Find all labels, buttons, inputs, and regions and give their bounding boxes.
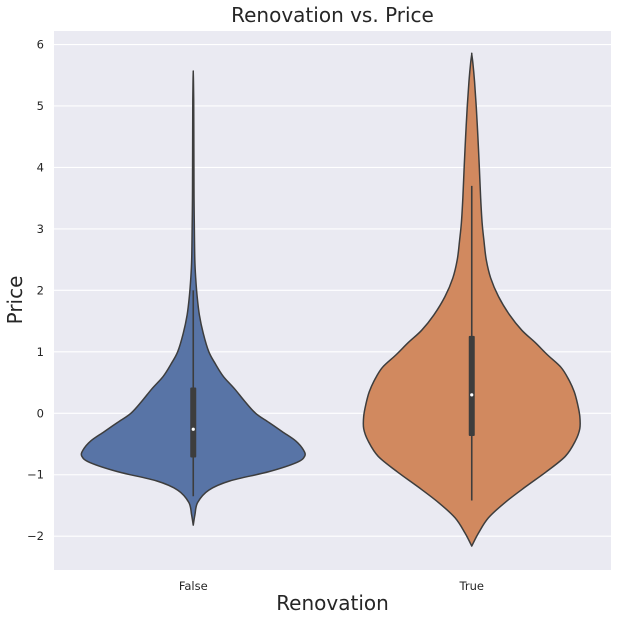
y-tick-label: −1: [27, 468, 44, 482]
y-tick-label: 2: [37, 283, 44, 297]
x-tick-label: True: [459, 579, 484, 593]
y-tick-label: 0: [37, 406, 44, 420]
x-axis-label: Renovation: [276, 591, 389, 615]
x-tick-labels: False True: [179, 579, 484, 593]
chart-title: Renovation vs. Price: [231, 3, 434, 27]
violin-iqr-box: [468, 335, 475, 437]
y-axis-label: Price: [3, 276, 27, 325]
violin-iqr-box: [190, 387, 197, 458]
plot-background: [54, 31, 611, 570]
y-tick-label: −2: [27, 529, 44, 543]
y-tick-labels: −2 −1 0 1 2 3 4 5 6: [27, 38, 44, 544]
violins: [80, 52, 581, 547]
y-tick-label: 6: [37, 38, 44, 52]
y-tick-label: 1: [37, 345, 44, 359]
y-tick-label: 5: [37, 99, 44, 113]
y-tick-label: 4: [37, 160, 44, 174]
x-tick-label: False: [179, 579, 208, 593]
violin-median-dot: [470, 393, 474, 397]
y-tick-label: 3: [37, 222, 44, 236]
violin-median-dot: [191, 427, 195, 431]
